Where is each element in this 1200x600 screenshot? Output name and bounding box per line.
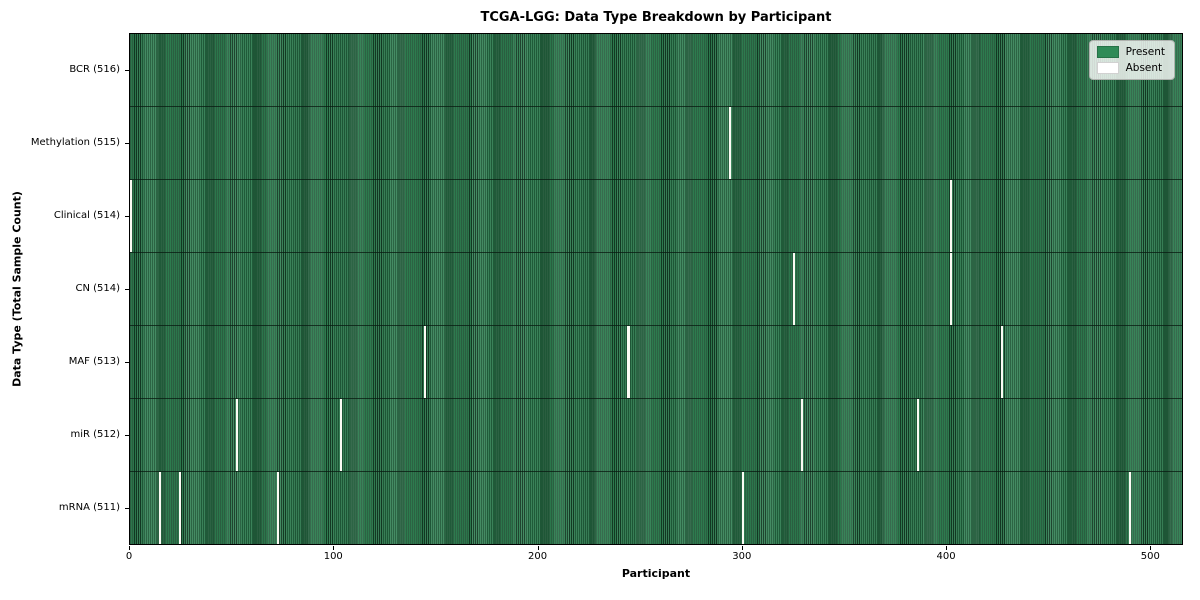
absent-marker (916, 399, 920, 471)
y-tick-label: BCR (516) (69, 63, 120, 75)
absent-marker (800, 399, 803, 471)
absent-marker (339, 399, 343, 471)
x-tick-label: 200 (527, 551, 548, 562)
x-tick-mark (1150, 546, 1152, 550)
heatmap-row-MAF (130, 326, 1182, 399)
y-tick-mark (125, 435, 129, 437)
plot-area: Present Absent (129, 33, 1183, 545)
heatmap-row-BCR (130, 34, 1182, 107)
absent-marker (130, 180, 133, 252)
chart-title: TCGA-LGG: Data Type Breakdown by Partici… (480, 10, 832, 25)
x-tick-mark (537, 546, 539, 550)
y-tick-label: MAF (513) (68, 356, 120, 368)
legend-entry-present: Present (1096, 46, 1165, 58)
x-tick-label: 500 (1140, 551, 1160, 562)
x-tick-label: 100 (323, 551, 343, 562)
heatmap-row-CN (130, 253, 1182, 326)
heatmap-row-Methylation (130, 107, 1182, 180)
y-tick-mark (125, 69, 129, 71)
heatmap-row-mRNA (130, 472, 1182, 544)
absent-marker (276, 472, 279, 544)
y-tick-mark (125, 362, 129, 364)
absent-marker (792, 253, 795, 325)
x-tick-label: 0 (125, 551, 133, 562)
absent-marker (178, 472, 182, 544)
y-tick-mark (125, 508, 129, 510)
absent-marker (423, 326, 426, 398)
heatmap-rows (130, 34, 1182, 544)
x-tick-mark (333, 546, 335, 550)
x-tick-label: 300 (732, 551, 752, 562)
y-tick-mark (125, 142, 129, 144)
absent-marker (741, 472, 744, 544)
legend-label-present: Present (1125, 46, 1165, 58)
absent-marker (949, 253, 952, 325)
y-tick-label: Clinical (514) (53, 209, 120, 221)
absent-marker (949, 180, 952, 252)
heatmap-row-miR (130, 399, 1182, 472)
legend-label-absent: Absent (1125, 62, 1163, 74)
x-tick-mark (129, 546, 130, 550)
absent-swatch (1096, 62, 1119, 74)
absent-marker (729, 107, 732, 179)
absent-marker (1000, 326, 1003, 398)
y-tick-mark (125, 289, 129, 290)
absent-marker (158, 472, 161, 544)
absent-marker (627, 326, 630, 398)
x-axis-label: Participant (621, 567, 691, 580)
legend-entry-absent: Absent (1096, 62, 1165, 74)
x-tick-mark (741, 546, 743, 550)
x-tick-mark (946, 546, 948, 550)
y-tick-label: Methylation (515) (30, 136, 120, 148)
x-tick-label: 400 (936, 551, 956, 562)
present-swatch (1096, 46, 1119, 58)
absent-marker (236, 399, 239, 471)
y-tick-mark (125, 215, 129, 217)
y-tick-label: mRNA (511) (58, 502, 120, 514)
heatmap-row-Clinical (130, 180, 1182, 253)
y-tick-label: miR (512) (70, 429, 120, 441)
absent-marker (1128, 472, 1132, 544)
legend: Present Absent (1088, 40, 1175, 80)
y-tick-label: CN (514) (75, 283, 120, 294)
